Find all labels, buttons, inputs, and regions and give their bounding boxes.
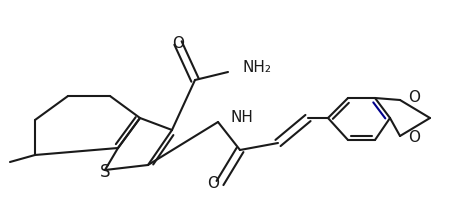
Text: NH: NH <box>230 110 253 125</box>
Text: S: S <box>100 163 110 181</box>
Text: NH₂: NH₂ <box>243 61 272 76</box>
Text: O: O <box>408 130 420 146</box>
Text: O: O <box>408 89 420 105</box>
Text: O: O <box>207 176 219 191</box>
Text: O: O <box>172 36 184 51</box>
